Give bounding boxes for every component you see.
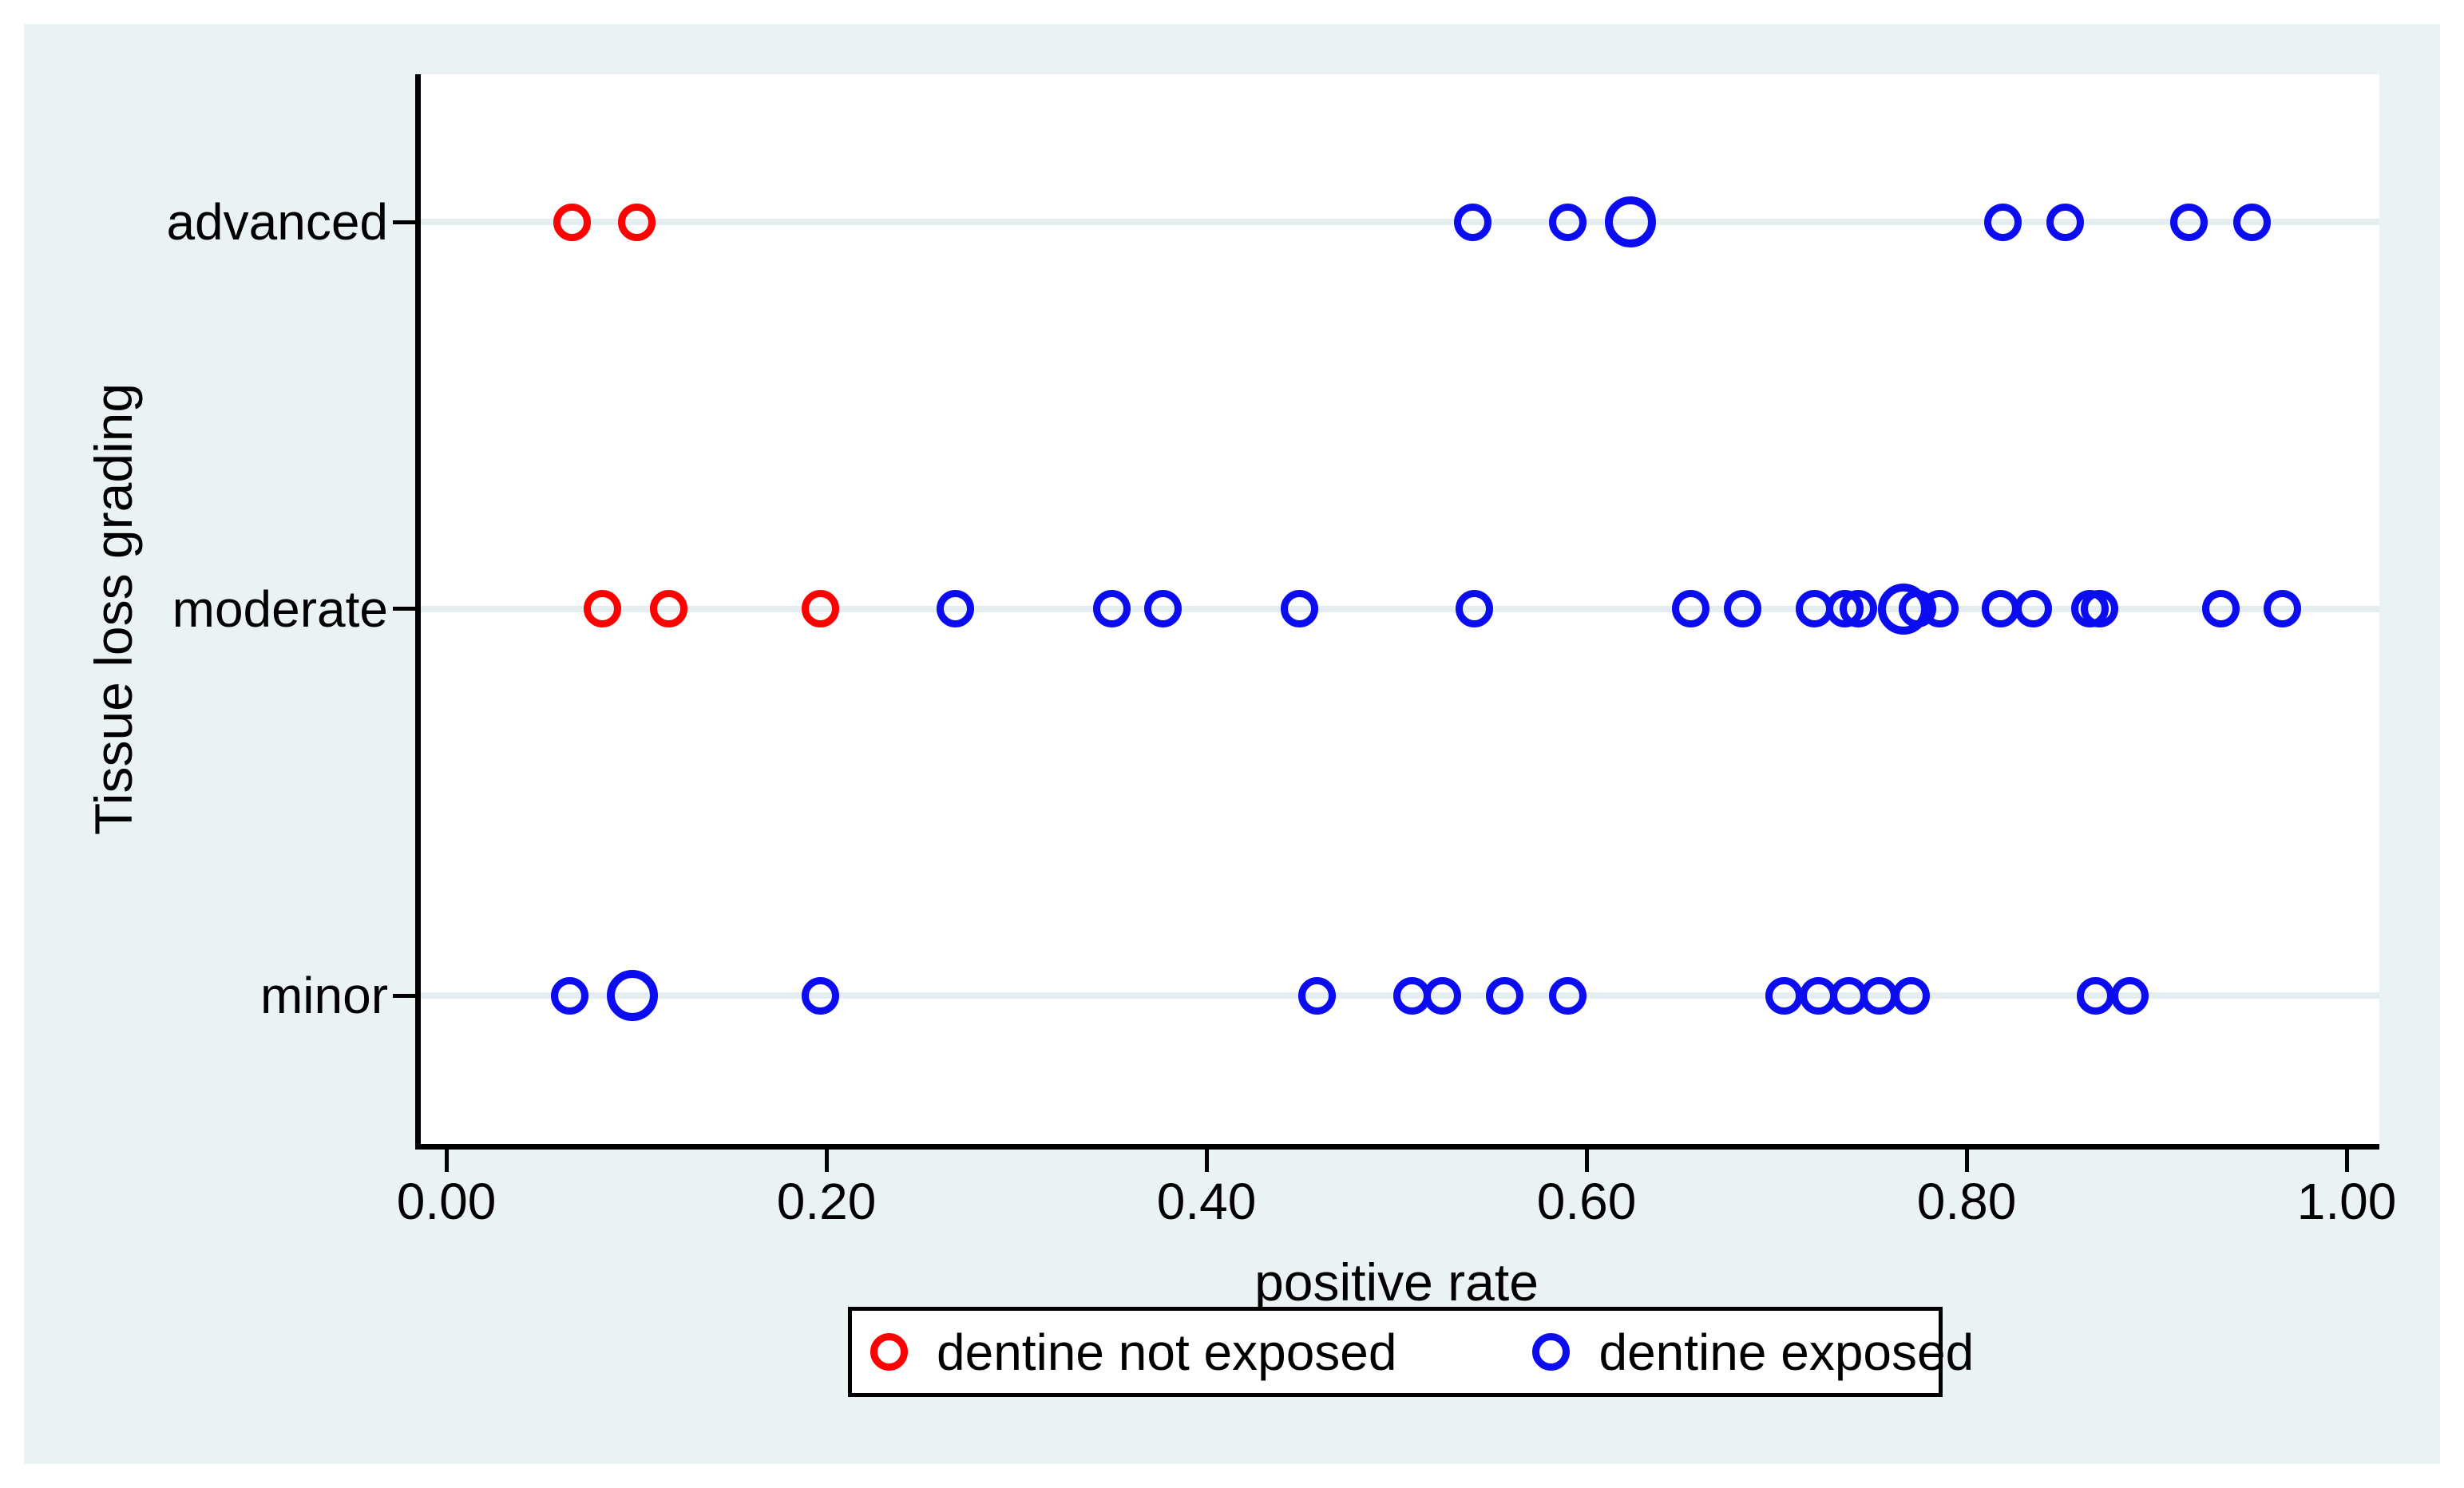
data-point-marker bbox=[649, 590, 687, 627]
y-axis-tick bbox=[393, 993, 415, 998]
data-point-marker bbox=[1921, 590, 1959, 627]
legend-entry-dentine-not-exposed: dentine not exposed bbox=[870, 1324, 1396, 1380]
x-tick-label: 1.00 bbox=[2296, 1173, 2397, 1230]
x-axis-line bbox=[415, 1144, 2379, 1150]
legend-label: dentine not exposed bbox=[937, 1323, 1397, 1381]
data-point-marker bbox=[2169, 203, 2208, 241]
x-axis-tick bbox=[2344, 1150, 2349, 1172]
red-circle-marker-icon bbox=[870, 1333, 908, 1371]
data-point-marker bbox=[617, 203, 656, 241]
data-point-marker bbox=[1548, 976, 1587, 1015]
x-axis-tick bbox=[1204, 1150, 1209, 1172]
plot-area bbox=[421, 74, 2379, 1144]
data-point-marker bbox=[1486, 976, 1524, 1015]
data-point-marker bbox=[1143, 590, 1182, 627]
x-axis-title: positive rate bbox=[1254, 1253, 1539, 1312]
data-point-marker bbox=[802, 976, 840, 1015]
x-tick-label: 0.40 bbox=[1156, 1173, 1257, 1230]
data-point-marker bbox=[1548, 203, 1587, 241]
x-tick-label: 0.80 bbox=[1916, 1173, 2017, 1230]
x-tick-label: 0.00 bbox=[396, 1173, 497, 1230]
data-point-marker bbox=[607, 970, 659, 1021]
chart-figure: positive rate Tissue loss grading dentin… bbox=[24, 24, 2440, 1464]
data-point-marker bbox=[2232, 203, 2271, 241]
data-point-marker bbox=[1092, 590, 1131, 627]
data-point-marker bbox=[583, 590, 621, 627]
data-point-marker bbox=[1983, 203, 2022, 241]
data-point-marker bbox=[1604, 196, 1656, 247]
legend-label: dentine exposed bbox=[1598, 1323, 1975, 1381]
legend-box: dentine not exposed dentine exposed bbox=[848, 1307, 1974, 1397]
y-tick-label-moderate: moderate bbox=[172, 580, 388, 638]
data-point-marker bbox=[2014, 590, 2052, 627]
x-axis-tick bbox=[824, 1150, 829, 1172]
y-axis-line bbox=[415, 74, 421, 1150]
data-point-marker bbox=[553, 203, 591, 241]
y-tick-label-minor: minor bbox=[259, 967, 388, 1024]
data-point-marker bbox=[2046, 203, 2085, 241]
data-point-marker bbox=[2081, 590, 2119, 627]
data-point-marker bbox=[1892, 976, 1931, 1015]
legend-entry-dentine-exposed: dentine exposed bbox=[1532, 1324, 1974, 1380]
data-point-marker bbox=[1297, 976, 1336, 1015]
data-point-marker bbox=[1281, 590, 1319, 627]
data-point-marker bbox=[1672, 590, 1710, 627]
x-tick-label: 0.20 bbox=[776, 1173, 877, 1230]
data-point-marker bbox=[2077, 976, 2115, 1015]
gridline-advanced bbox=[421, 219, 2379, 225]
x-tick-label: 0.60 bbox=[1536, 1173, 1637, 1230]
x-axis-tick bbox=[444, 1150, 449, 1172]
data-point-marker bbox=[551, 976, 589, 1015]
y-axis-tick bbox=[393, 607, 415, 611]
data-point-marker bbox=[937, 590, 975, 627]
blue-circle-marker-icon bbox=[1532, 1333, 1571, 1371]
data-point-marker bbox=[2111, 976, 2149, 1015]
data-point-marker bbox=[2202, 590, 2240, 627]
data-point-marker bbox=[1456, 590, 1494, 627]
data-point-marker bbox=[1765, 976, 1804, 1015]
data-point-marker bbox=[1723, 590, 1761, 627]
y-tick-label-advanced: advanced bbox=[166, 193, 388, 251]
x-axis-tick bbox=[1584, 1150, 1589, 1172]
y-axis-tick bbox=[393, 220, 415, 224]
data-point-marker bbox=[802, 590, 840, 627]
data-point-marker bbox=[1453, 203, 1491, 241]
data-point-marker bbox=[1839, 590, 1877, 627]
data-point-marker bbox=[1423, 976, 1461, 1015]
data-point-marker bbox=[2263, 590, 2301, 627]
gridline-moderate bbox=[421, 605, 2379, 612]
x-axis-tick bbox=[1964, 1150, 1969, 1172]
